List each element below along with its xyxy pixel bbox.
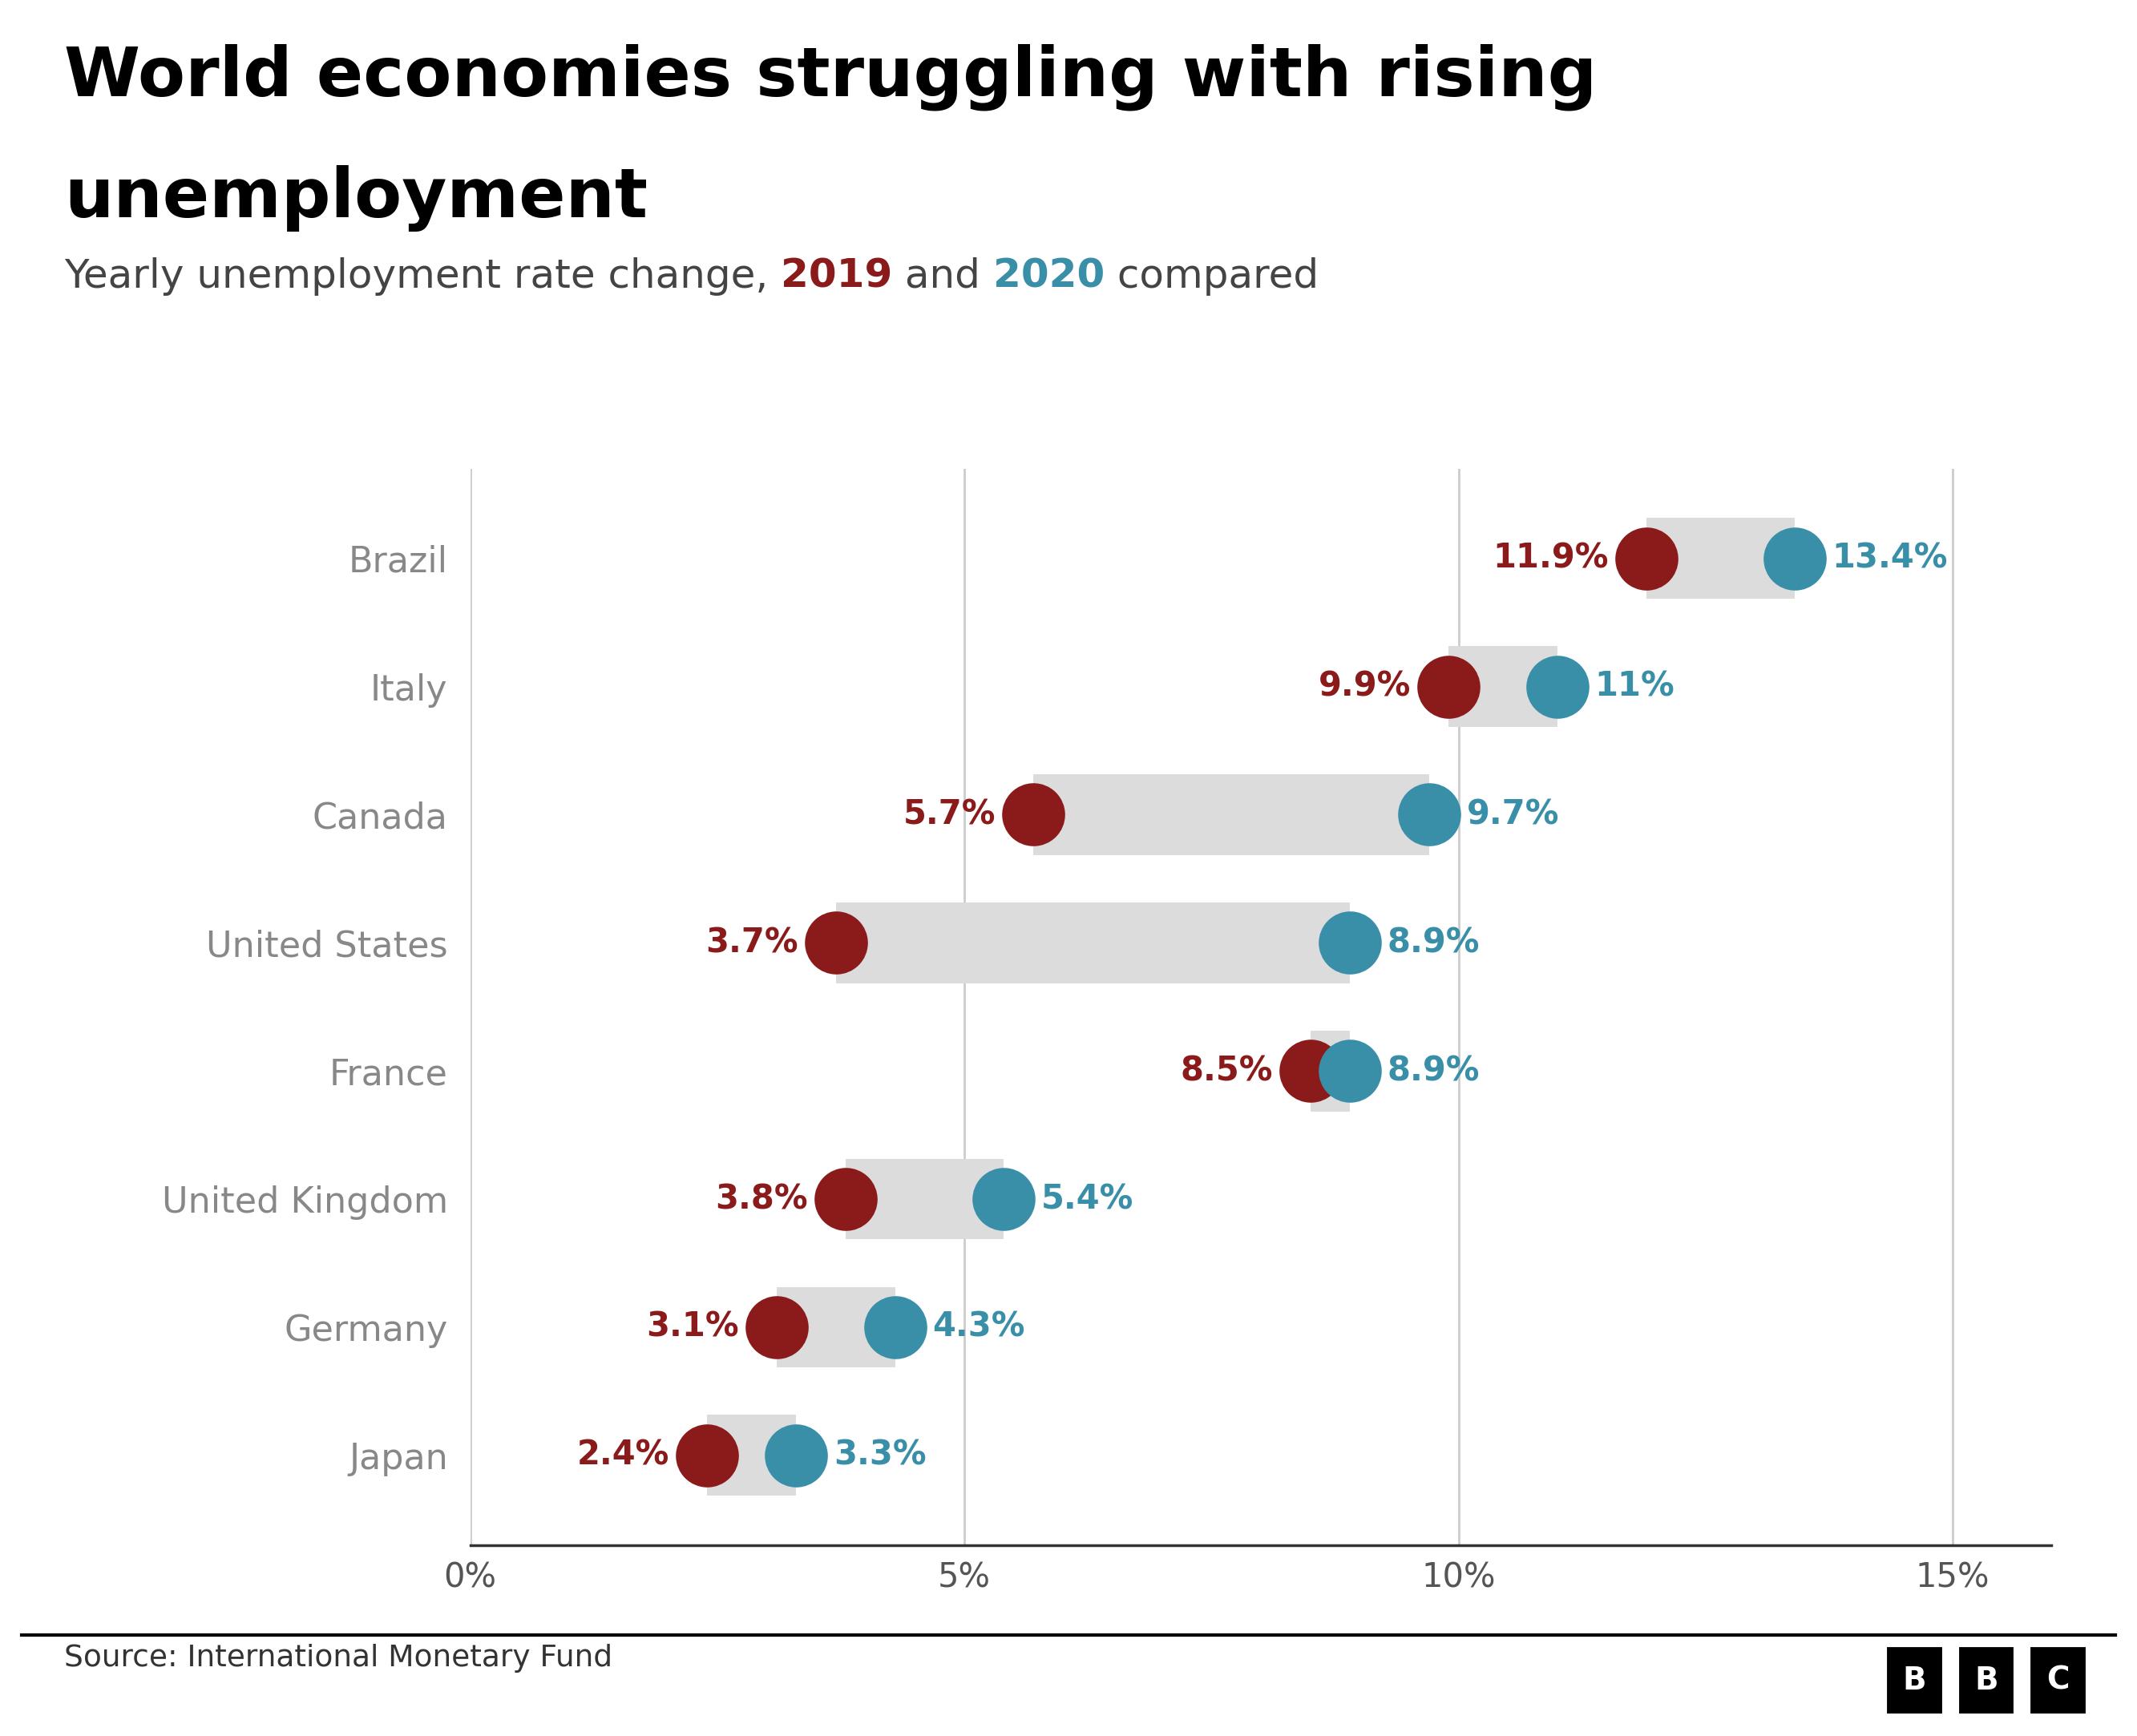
Point [987,1186,1021,1213]
Point [1293,1057,1327,1085]
Text: 3.3%: 3.3% [833,1439,927,1472]
Text: 11%: 11% [1594,670,1675,703]
Bar [846,1158,1004,1240]
Text: C: C [2047,1665,2069,1696]
Text: 2.4%: 2.4% [577,1439,669,1472]
Bar [1310,1031,1351,1111]
Text: 9.7%: 9.7% [1466,799,1560,832]
Text: and: and [893,257,994,295]
Text: 3.1%: 3.1% [645,1311,739,1344]
Bar [707,1415,797,1496]
Bar [1449,646,1558,727]
Text: 4.3%: 4.3% [932,1311,1026,1344]
Text: 2019: 2019 [780,257,893,295]
Point [690,1441,724,1469]
FancyBboxPatch shape [2028,1646,2088,1715]
Point [759,1314,793,1342]
FancyBboxPatch shape [1957,1646,2015,1715]
Text: unemployment: unemployment [64,165,648,231]
Point [780,1441,814,1469]
Text: 8.5%: 8.5% [1180,1054,1274,1088]
Text: 5.4%: 5.4% [1041,1182,1135,1215]
Text: B: B [1902,1665,1925,1696]
Text: Source: International Monetary Fund: Source: International Monetary Fund [64,1644,613,1674]
Text: B: B [1975,1665,1998,1696]
Text: 3.8%: 3.8% [716,1182,808,1215]
Text: 8.9%: 8.9% [1387,1054,1481,1088]
Point [1333,1057,1368,1085]
Bar [1645,517,1795,599]
Text: World economies struggling with rising: World economies struggling with rising [64,43,1596,111]
Point [1432,672,1466,700]
Point [1413,800,1447,828]
Point [818,929,853,957]
Bar [776,1286,895,1368]
Text: compared: compared [1105,257,1319,295]
Point [829,1186,863,1213]
Point [1778,545,1812,573]
Bar [836,903,1351,983]
Text: 13.4%: 13.4% [1831,542,1949,575]
Text: 3.7%: 3.7% [705,925,799,960]
Point [1017,800,1051,828]
Text: 5.7%: 5.7% [904,799,996,832]
Text: 9.9%: 9.9% [1319,670,1410,703]
Text: 8.9%: 8.9% [1387,925,1481,960]
Point [1628,545,1663,573]
Point [878,1314,912,1342]
Text: 2020: 2020 [994,257,1105,295]
Point [1333,929,1368,957]
Point [1541,672,1575,700]
Text: 11.9%: 11.9% [1494,542,1609,575]
FancyBboxPatch shape [1885,1646,1945,1715]
Bar [1034,774,1430,856]
Text: Yearly unemployment rate change,: Yearly unemployment rate change, [64,257,780,295]
